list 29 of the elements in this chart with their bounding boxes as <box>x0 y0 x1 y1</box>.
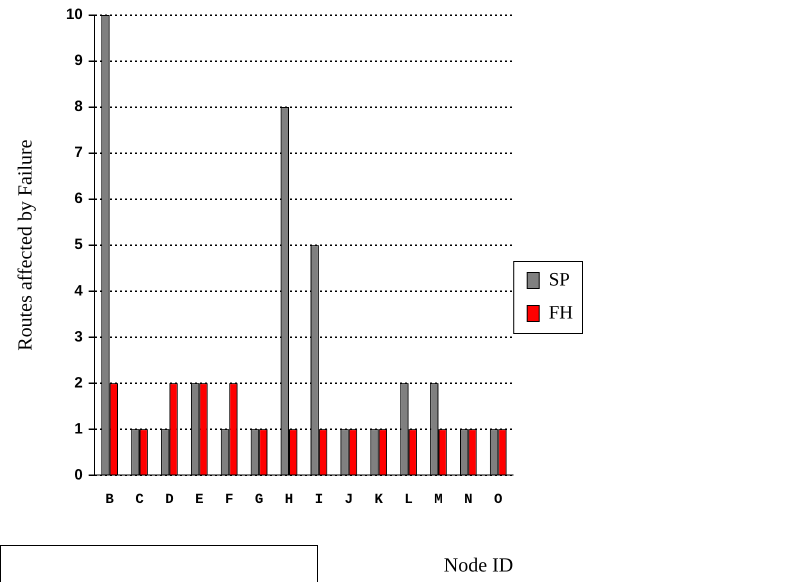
x-tick-label: K <box>374 492 384 508</box>
x-tick-label: L <box>404 492 413 508</box>
x-tick-label: F <box>225 492 234 508</box>
y-tick-label: 5 <box>74 236 83 254</box>
x-tick-label: D <box>165 492 174 508</box>
y-tick-label: 3 <box>74 328 83 346</box>
y-tick-label: 4 <box>74 282 84 300</box>
x-axis-title: Node ID <box>444 554 514 576</box>
y-tick-label: 10 <box>66 6 83 24</box>
x-tick-label: J <box>344 492 353 508</box>
x-tick-label: O <box>494 492 502 508</box>
y-axis-title: Routes affected by Failure <box>14 139 36 351</box>
legend-label: FH <box>548 302 574 324</box>
x-tick-label: E <box>195 492 204 508</box>
x-tick-label: M <box>434 492 443 508</box>
y-tick-label: 9 <box>74 52 83 70</box>
x-tick-label: C <box>135 492 144 508</box>
x-tick-label: B <box>105 492 114 508</box>
y-tick-label: 6 <box>74 190 83 208</box>
y-tick-label: 8 <box>74 98 83 116</box>
x-tick-label: H <box>284 492 294 508</box>
y-tick-label: 7 <box>74 144 83 162</box>
y-tick-label: 2 <box>74 374 83 392</box>
x-tick-label: I <box>314 492 324 508</box>
x-tick-label: G <box>254 492 264 508</box>
y-tick-label: 0 <box>74 466 83 484</box>
x-tick-label: N <box>464 492 473 508</box>
legend-label: SP <box>548 269 570 290</box>
y-tick-label: 1 <box>74 420 83 438</box>
